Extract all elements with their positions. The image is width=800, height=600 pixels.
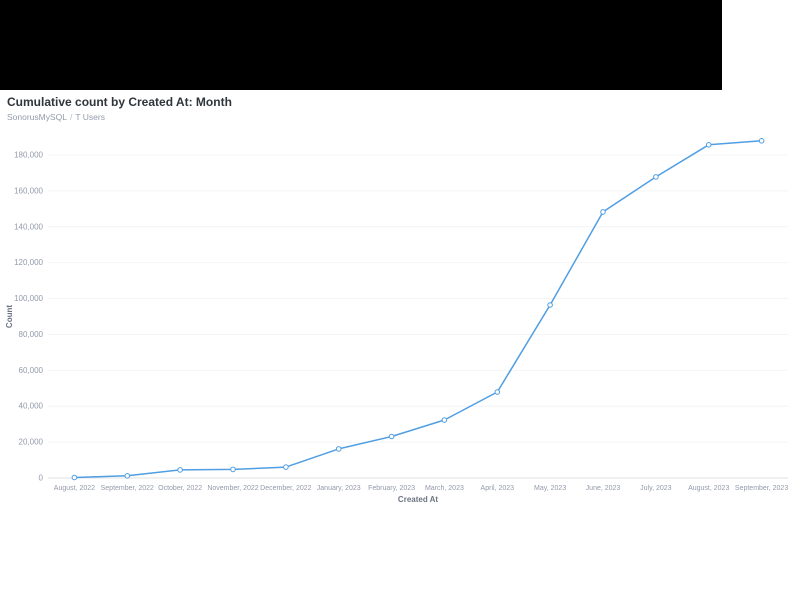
breadcrumb-database[interactable]: SonorusMySQL <box>7 112 67 122</box>
x-axis-tick-label: October, 2022 <box>158 485 202 492</box>
line-chart-svg: 0 20,000 40,000 60,000 80,000 100,000 120,000 1… <box>5 138 788 504</box>
data-point[interactable] <box>494 389 501 395</box>
data-point[interactable] <box>441 417 448 423</box>
x-axis-tick-label: June, 2023 <box>586 485 621 492</box>
y-axis-tick-label: 100,000 <box>14 294 43 303</box>
data-point[interactable] <box>388 433 395 440</box>
data-point[interactable] <box>283 464 289 470</box>
x-axis-title: Created At <box>398 495 438 504</box>
x-axis-tick-label: August, 2023 <box>688 485 729 492</box>
x-axis-tick-label: January, 2023 <box>317 485 361 492</box>
y-axis-tick-label: 0 <box>39 474 44 483</box>
data-point[interactable] <box>124 473 131 479</box>
x-axis-tick-label: March, 2023 <box>425 485 464 492</box>
x-axis-tick-label: September, 2023 <box>735 485 788 492</box>
x-axis-tick-label: May, 2023 <box>534 485 566 492</box>
y-axis-title: Count <box>5 305 14 328</box>
y-axis-tick-label: 20,000 <box>19 438 44 447</box>
x-axis-tick-label: September, 2022 <box>101 485 154 492</box>
y-axis-tick-label: 60,000 <box>19 366 44 375</box>
data-point[interactable] <box>71 474 78 481</box>
y-axis-tick-label: 180,000 <box>14 151 43 160</box>
data-point[interactable] <box>600 209 606 215</box>
x-axis-tick-label: December, 2022 <box>260 485 311 492</box>
data-point[interactable] <box>335 446 342 452</box>
data-point[interactable] <box>705 142 712 148</box>
chart-header: Cumulative count by Created At: Month So… <box>7 95 232 122</box>
data-point[interactable] <box>177 467 183 473</box>
x-axis-tick-label: August, 2022 <box>54 485 95 492</box>
y-axis-tick-label: 140,000 <box>14 222 43 231</box>
data-point[interactable] <box>230 466 236 473</box>
y-axis-tick-label: 80,000 <box>19 330 44 339</box>
chart-title[interactable]: Cumulative count by Created At: Month <box>7 95 232 109</box>
y-axis-tick-label: 40,000 <box>19 402 44 411</box>
data-point[interactable] <box>758 138 765 144</box>
line-chart: 0 20,000 40,000 60,000 80,000 100,000 120,000 1… <box>0 115 800 515</box>
y-axis-tick-label: 160,000 <box>14 186 43 195</box>
x-axis-tick-label: February, 2023 <box>368 485 415 492</box>
line-series <box>74 140 762 479</box>
data-point[interactable] <box>653 174 659 180</box>
data-point[interactable] <box>547 302 553 308</box>
window-top-bar <box>0 0 722 90</box>
x-axis-tick-label: July, 2023 <box>640 485 671 492</box>
x-axis-tick-label: November, 2022 <box>207 485 258 492</box>
x-axis-tick-label: April, 2023 <box>481 485 515 492</box>
breadcrumb-separator: / <box>70 112 73 122</box>
breadcrumb: SonorusMySQL / T Users <box>7 112 232 122</box>
breadcrumb-table[interactable]: T Users <box>75 112 105 122</box>
y-axis-tick-label: 120,000 <box>14 258 43 267</box>
